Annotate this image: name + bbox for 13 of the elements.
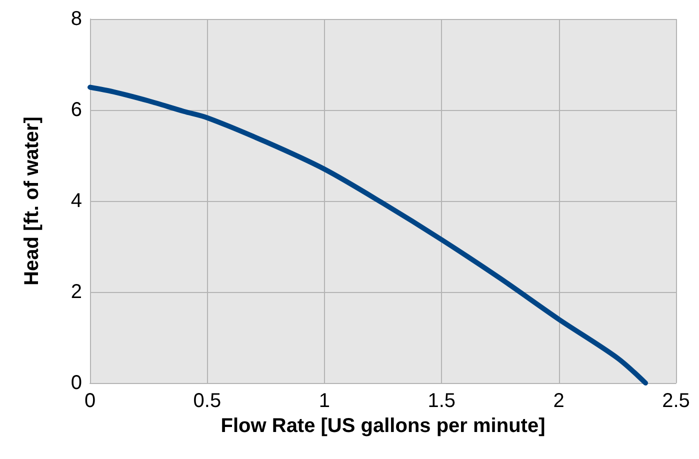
x-tick-label: 2.5 [662,390,690,412]
y-axis-title: Head [ft. of water] [21,116,43,286]
x-tick-label: 1.5 [428,390,456,412]
y-tick-label: 4 [70,190,82,212]
x-tick-label: 0.5 [193,390,222,412]
x-tick-label: 2 [553,390,564,412]
x-axis-title: Flow Rate [US gallons per minute] [220,414,546,437]
y-tick-label: 8 [70,8,82,30]
x-tick-label: 0 [84,390,96,412]
y-tick-label: 2 [70,281,82,303]
x-tick-label: 1 [318,390,330,412]
y-tick-label: 0 [70,372,82,394]
y-tick-label: 6 [70,99,82,121]
